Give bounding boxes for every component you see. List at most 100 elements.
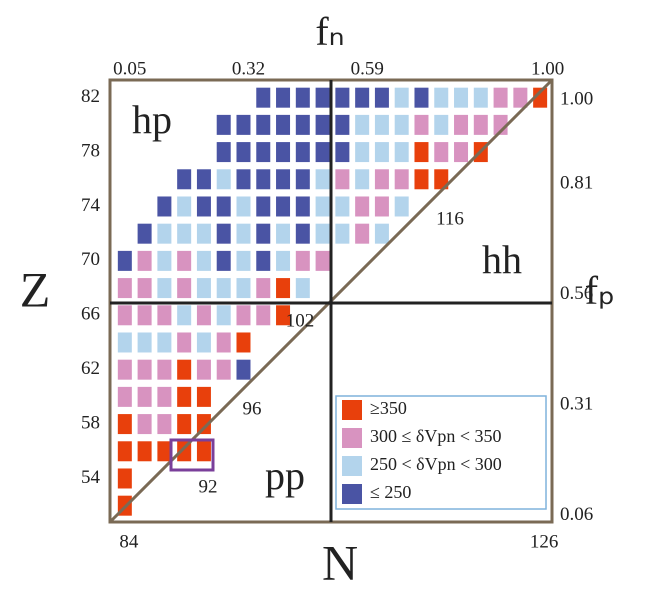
nucleus-cell xyxy=(236,250,251,271)
nucleus-cell xyxy=(196,305,211,326)
nucleus-cell xyxy=(355,142,370,163)
nucleus-cell xyxy=(276,250,291,271)
nucleus-cell xyxy=(236,305,251,326)
nucleus-cell xyxy=(236,223,251,244)
nucleus-cell xyxy=(196,441,211,462)
nucleus-cell xyxy=(533,87,548,108)
y2-tick-label: 0.31 xyxy=(560,394,593,415)
nucleus-cell xyxy=(454,114,469,135)
nucleus-cell xyxy=(276,278,291,299)
region-label: hp xyxy=(132,97,172,142)
nucleus-cell xyxy=(295,169,310,190)
y2-tick-label: 1.00 xyxy=(560,88,593,109)
y-tick-label: 58 xyxy=(81,412,100,433)
legend-label: ≤ 250 xyxy=(370,482,411,502)
nucleus-cell xyxy=(117,250,132,271)
marks xyxy=(117,87,548,516)
nucleus-cell xyxy=(355,196,370,217)
nucleus-cell xyxy=(137,278,152,299)
nucleus-cell xyxy=(434,87,449,108)
nucleus-cell xyxy=(315,196,330,217)
nucleus-cell xyxy=(414,142,429,163)
nucleus-cell xyxy=(276,87,291,108)
nucleus-cell xyxy=(177,169,192,190)
y-tick-label: 78 xyxy=(81,140,100,161)
y2-tick-label: 0.56 xyxy=(560,283,593,304)
nucleus-cell xyxy=(216,359,231,380)
nucleus-cell xyxy=(256,142,271,163)
nucleus-cell xyxy=(414,87,429,108)
nucleus-cell xyxy=(295,87,310,108)
nucleus-cell xyxy=(276,305,291,326)
nucleus-cell xyxy=(177,332,192,353)
nucleus-cell xyxy=(196,169,211,190)
nucleus-cell xyxy=(196,196,211,217)
nucleus-cell xyxy=(374,87,389,108)
nucleus-cell xyxy=(454,142,469,163)
y2-tick-label: 0.81 xyxy=(560,172,593,193)
nucleus-cell xyxy=(236,114,251,135)
nucleus-cell xyxy=(177,278,192,299)
nucleus-cell xyxy=(216,250,231,271)
nucleus-cell xyxy=(355,87,370,108)
nucleus-cell xyxy=(137,386,152,407)
nucleus-cell xyxy=(157,196,172,217)
y-tick-label: 70 xyxy=(81,249,100,270)
x-axis-title: N xyxy=(322,534,358,590)
nucleus-cell xyxy=(137,332,152,353)
nucleus-cell xyxy=(157,359,172,380)
x2-tick-label: 0.05 xyxy=(113,58,146,79)
x2-tick-label: 0.59 xyxy=(351,58,384,79)
nucleus-cell xyxy=(394,169,409,190)
nucleus-cell xyxy=(157,441,172,462)
nucleus-cell xyxy=(414,114,429,135)
x2-tick-label: 0.32 xyxy=(232,58,265,79)
nucleus-cell xyxy=(315,223,330,244)
legend-swatch xyxy=(342,400,362,420)
nucleus-cell xyxy=(117,305,132,326)
nucleus-cell xyxy=(295,196,310,217)
nucleus-cell xyxy=(434,142,449,163)
nucleus-cell xyxy=(117,468,132,489)
nucleus-cell xyxy=(256,87,271,108)
nucleus-cell xyxy=(315,169,330,190)
legend-label: 250 < δVpn < 300 xyxy=(370,454,502,474)
nucleus-cell xyxy=(276,196,291,217)
nucleus-cell xyxy=(196,414,211,435)
nucleus-cell xyxy=(276,114,291,135)
legend xyxy=(335,395,547,510)
legend-swatch xyxy=(342,484,362,504)
nucleus-cell xyxy=(196,223,211,244)
nucleus-cell xyxy=(137,359,152,380)
nucleus-cell xyxy=(276,142,291,163)
nucleus-cell xyxy=(295,278,310,299)
nucleus-cell xyxy=(196,386,211,407)
nucleus-cell xyxy=(196,332,211,353)
nucleus-cell xyxy=(137,305,152,326)
nucleus-cell xyxy=(315,250,330,271)
nucleus-cell xyxy=(513,87,528,108)
nucleus-cell xyxy=(493,87,508,108)
nucleus-cell xyxy=(315,114,330,135)
nucleus-cell xyxy=(236,359,251,380)
nucleus-cell xyxy=(374,169,389,190)
highlight-box xyxy=(169,438,215,472)
nucleus-cell xyxy=(157,332,172,353)
nucleus-cell xyxy=(236,196,251,217)
nucleus-cell xyxy=(355,114,370,135)
nucleus-cell xyxy=(335,196,350,217)
annotation: 102 xyxy=(286,310,315,331)
nucleus-cell xyxy=(335,87,350,108)
nucleus-cell xyxy=(374,114,389,135)
y-tick-label: 66 xyxy=(81,304,100,325)
nucleus-cell xyxy=(295,114,310,135)
nucleus-cell xyxy=(216,169,231,190)
nucleus-cell xyxy=(177,223,192,244)
nucleus-cell xyxy=(414,169,429,190)
nucleus-cell xyxy=(216,332,231,353)
region-label: pp xyxy=(265,453,305,498)
nucleus-cell xyxy=(137,223,152,244)
x-tick-label: 84 xyxy=(119,531,139,552)
nucleus-cell xyxy=(137,250,152,271)
nucleus-cell xyxy=(394,87,409,108)
